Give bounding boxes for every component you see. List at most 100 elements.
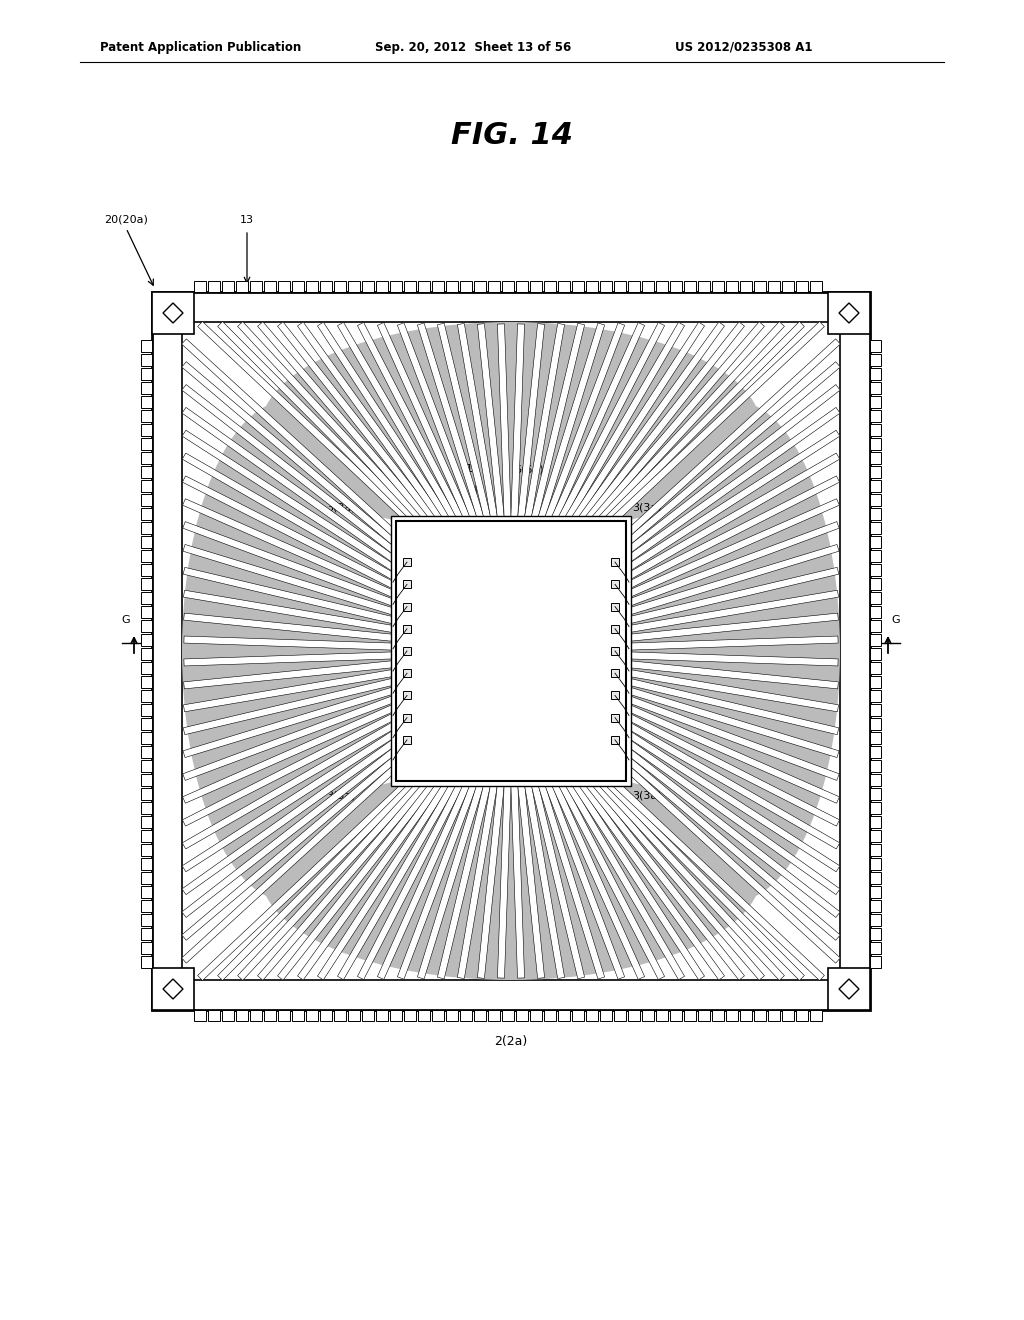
Bar [141, 803, 152, 814]
Text: G: G [892, 615, 900, 624]
Polygon shape [627, 705, 840, 804]
Bar [403, 558, 411, 566]
Polygon shape [571, 322, 705, 521]
Polygon shape [182, 722, 395, 849]
Polygon shape [238, 780, 423, 981]
Bar [474, 281, 486, 292]
Bar [870, 494, 881, 506]
Polygon shape [182, 713, 395, 826]
Polygon shape [378, 322, 471, 520]
Bar [516, 1010, 528, 1020]
Bar [141, 480, 152, 492]
Polygon shape [298, 781, 443, 979]
Text: 6e: 6e [605, 803, 618, 813]
Bar [870, 928, 881, 940]
Text: 3(3a): 3(3a) [326, 502, 355, 512]
Bar [432, 1010, 444, 1020]
Polygon shape [183, 612, 394, 642]
Bar [870, 648, 881, 660]
Bar [870, 480, 881, 492]
Polygon shape [182, 477, 395, 589]
Bar [740, 281, 752, 292]
Bar [222, 1010, 234, 1020]
Bar [362, 1010, 374, 1020]
Bar [754, 281, 766, 292]
Bar [828, 292, 870, 334]
Polygon shape [627, 544, 839, 615]
Bar [141, 508, 152, 520]
Bar [782, 281, 794, 292]
Bar [403, 647, 411, 655]
Bar [292, 1010, 304, 1020]
Polygon shape [378, 781, 471, 979]
Bar [870, 564, 881, 576]
Bar [141, 704, 152, 715]
Polygon shape [338, 781, 457, 979]
Bar [670, 281, 682, 292]
Polygon shape [298, 322, 443, 521]
Bar [870, 676, 881, 688]
Bar [141, 494, 152, 506]
Bar [390, 1010, 402, 1020]
Bar [403, 602, 411, 611]
Bar [488, 1010, 500, 1020]
Bar [141, 760, 152, 772]
Bar [141, 451, 152, 465]
Bar [530, 281, 542, 292]
Bar [611, 647, 618, 655]
Bar [141, 873, 152, 884]
Polygon shape [628, 669, 839, 711]
Polygon shape [626, 430, 840, 572]
Bar [870, 788, 881, 800]
Bar [194, 281, 206, 292]
Bar [698, 1010, 710, 1020]
Polygon shape [357, 781, 464, 979]
Polygon shape [628, 636, 838, 651]
Bar [870, 942, 881, 954]
Bar [264, 281, 276, 292]
Bar [611, 669, 618, 677]
Polygon shape [626, 408, 840, 562]
Bar [656, 281, 668, 292]
Text: 3(3a): 3(3a) [632, 789, 662, 800]
Polygon shape [163, 979, 183, 999]
Polygon shape [585, 781, 744, 981]
Polygon shape [183, 669, 394, 711]
Bar [141, 606, 152, 618]
Bar [141, 620, 152, 632]
Bar [474, 1010, 486, 1020]
Bar [404, 281, 416, 292]
Polygon shape [551, 781, 644, 979]
Bar [870, 704, 881, 715]
Polygon shape [538, 781, 604, 979]
Bar [712, 281, 724, 292]
Bar [141, 396, 152, 408]
Polygon shape [182, 521, 395, 606]
Bar [870, 606, 881, 618]
Bar [236, 1010, 248, 1020]
Polygon shape [579, 322, 725, 521]
Bar [544, 1010, 556, 1020]
Bar [141, 733, 152, 744]
Bar [141, 928, 152, 940]
Bar [418, 281, 430, 292]
Text: 11: 11 [466, 465, 480, 474]
Bar [611, 558, 618, 566]
Text: 3(3a): 3(3a) [632, 502, 662, 512]
Bar [488, 281, 500, 292]
Bar [600, 281, 612, 292]
Ellipse shape [630, 401, 840, 902]
Bar [319, 281, 332, 292]
Polygon shape [511, 783, 524, 978]
Polygon shape [627, 722, 840, 849]
Polygon shape [558, 781, 665, 979]
Polygon shape [418, 323, 484, 520]
Bar [403, 669, 411, 677]
Bar [572, 281, 584, 292]
Polygon shape [605, 322, 805, 521]
Polygon shape [184, 636, 394, 651]
Bar [306, 1010, 318, 1020]
Bar [141, 381, 152, 393]
Polygon shape [183, 544, 395, 615]
Text: 6e: 6e [403, 803, 417, 813]
